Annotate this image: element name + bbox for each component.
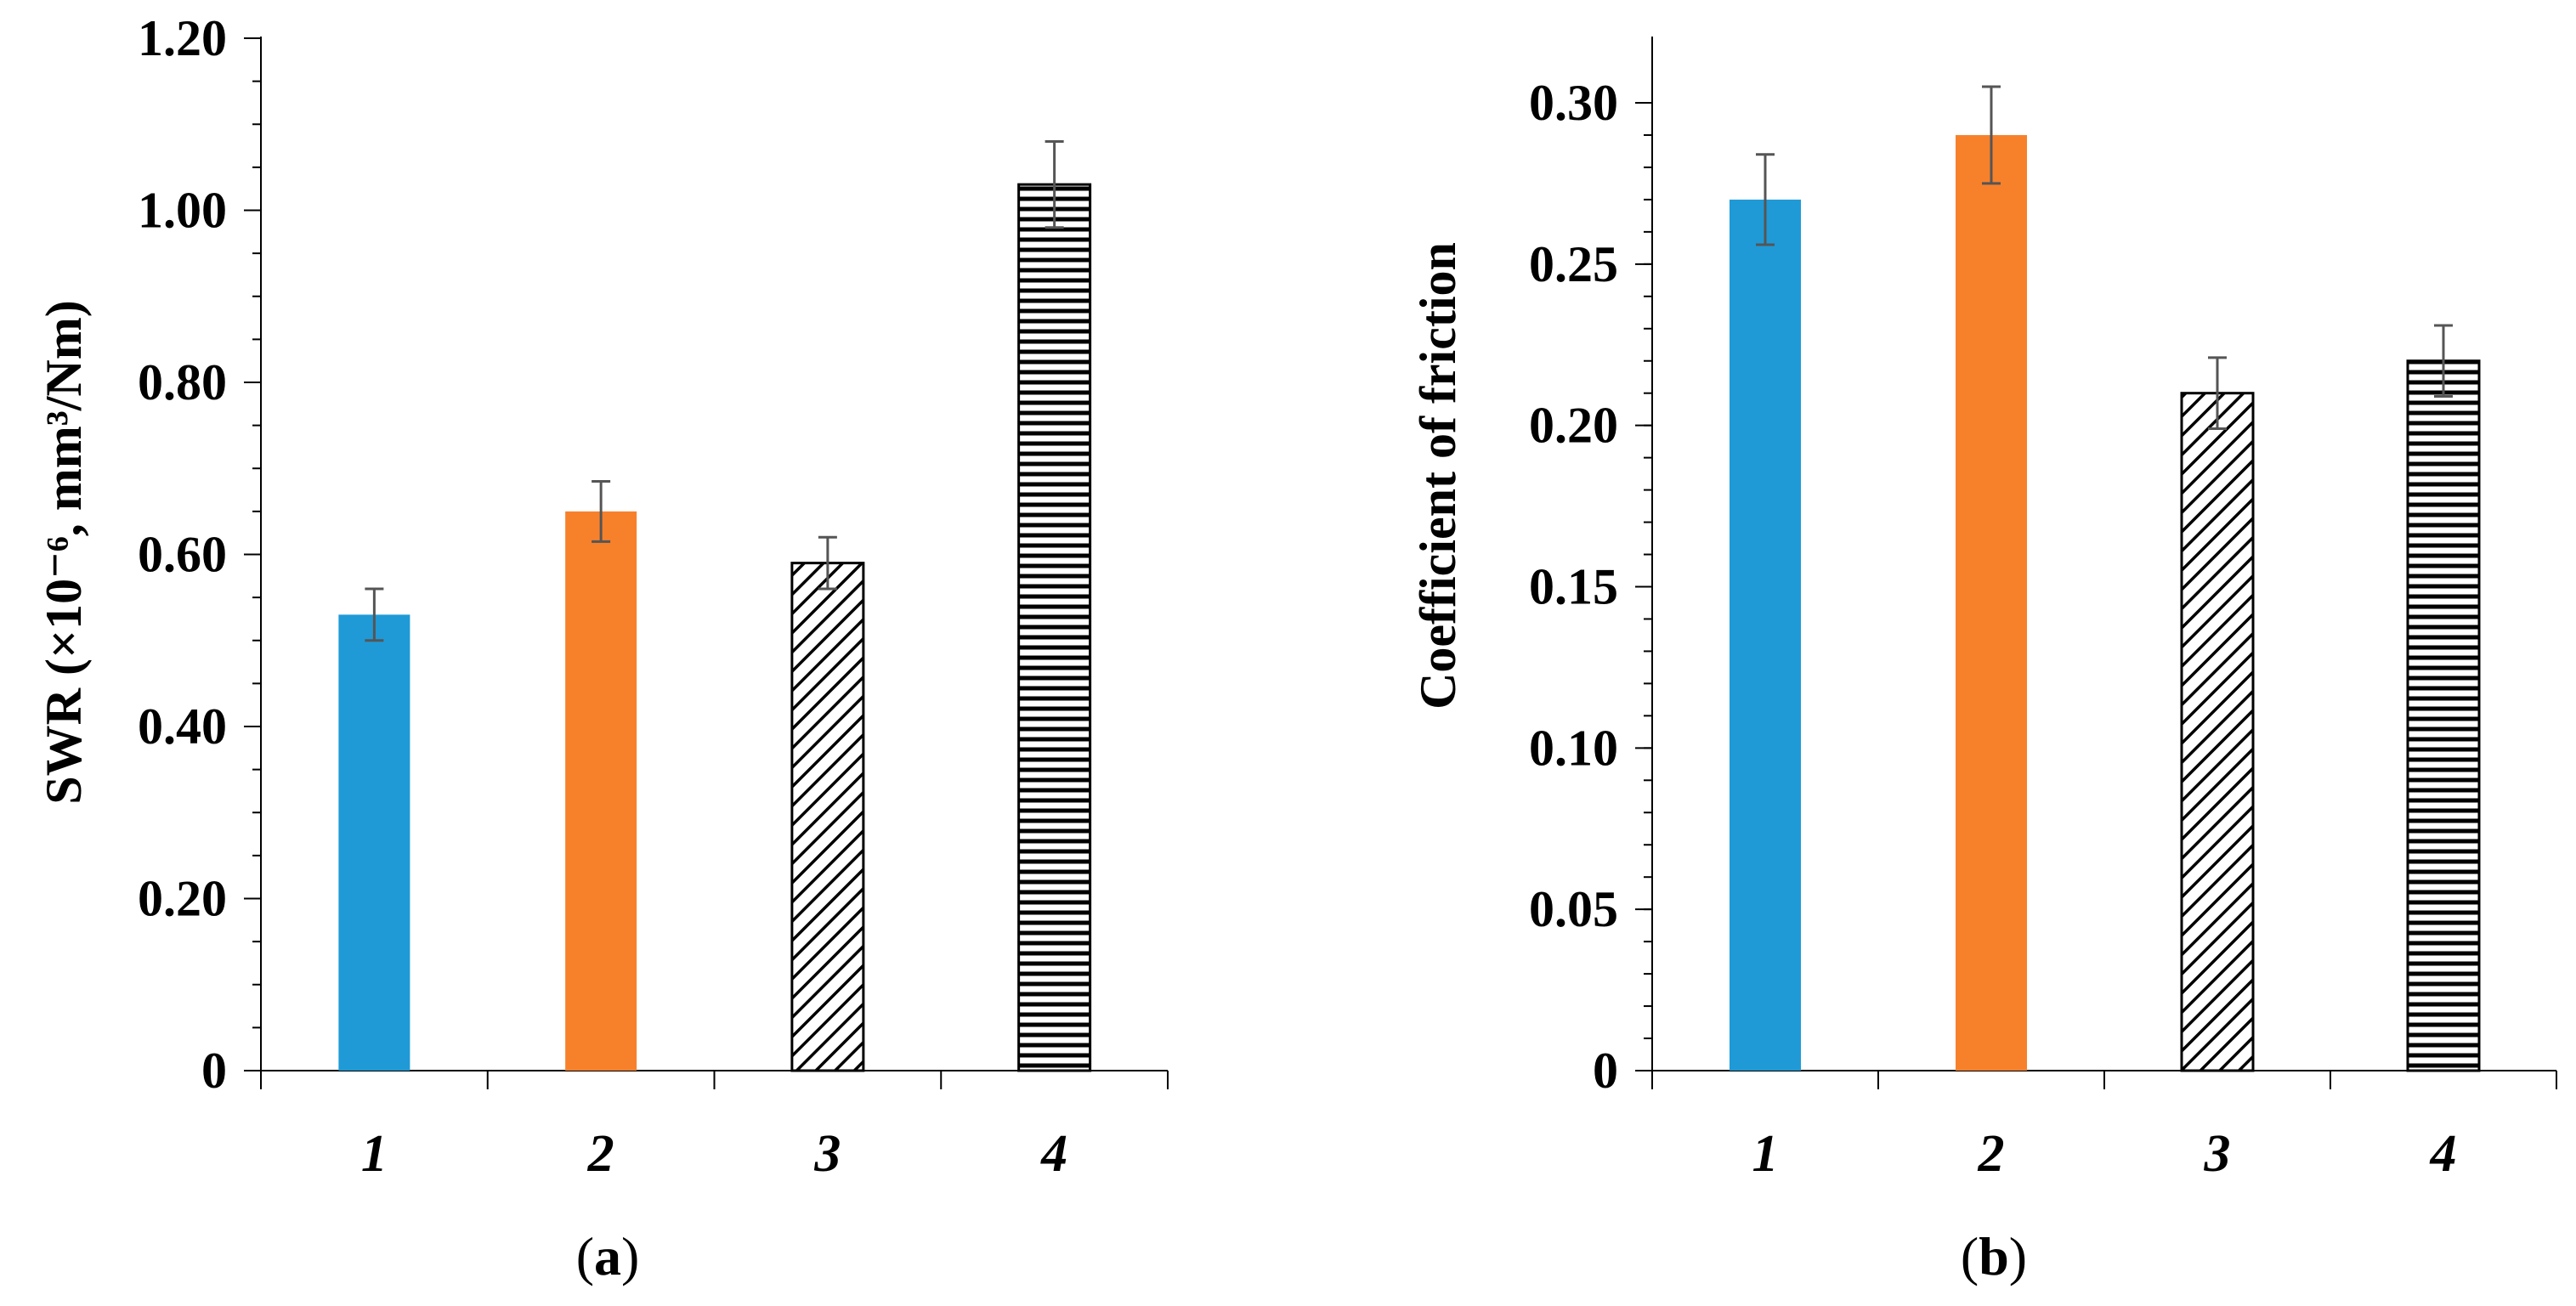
bar-3	[790, 562, 865, 1072]
panel-label-part: a	[594, 1226, 621, 1286]
y-tick-label: 0.10	[1529, 720, 1618, 776]
panel-label-part: (	[1961, 1226, 1979, 1286]
panel-b: 0 0.05 0.10 0.15 0.20 0.25 0.30 1 2 3 4 Coefficient…	[1410, 37, 2557, 1286]
x-tick-label: 4	[1040, 1125, 1067, 1183]
panel-label: (a)	[576, 1226, 640, 1286]
bar-1	[1730, 199, 1801, 1071]
panel-label-part: )	[621, 1226, 639, 1286]
y-tick-label: 0.40	[138, 698, 227, 755]
x-tick-label: 3	[813, 1125, 841, 1183]
y-tick-label: 0.25	[1529, 236, 1618, 292]
x-tick-label: 2	[587, 1125, 614, 1183]
panel-label-part: b	[1979, 1226, 2009, 1286]
y-tick-label: 0	[1593, 1043, 1618, 1099]
bar-4	[2406, 359, 2481, 1072]
y-tick-label: 0	[201, 1043, 227, 1099]
y-tick-label: 1.00	[138, 183, 227, 239]
y-tick-label: 0.60	[138, 527, 227, 583]
y-tick-label: 0.05	[1529, 881, 1618, 937]
x-tick-label: 1	[1752, 1125, 1779, 1183]
bar-3	[2180, 392, 2255, 1072]
x-tick-label: 2	[1978, 1125, 2005, 1183]
panel-label-part: )	[2009, 1226, 2027, 1286]
bar-2	[1956, 134, 2027, 1071]
panel-label-part: (	[576, 1226, 594, 1286]
y-tick-label: 0.20	[138, 871, 227, 927]
y-tick-label: 1.20	[138, 10, 227, 66]
panel-label: (b)	[1961, 1226, 2027, 1286]
y-tick-label: 0.20	[1529, 398, 1618, 454]
panel-a: 0 0.20 0.40 0.60 0.80 1.00 1.20 1 2 3 4 SWR (×10⁻⁶,…	[36, 10, 1169, 1286]
y-axis-title: Coefficient of friction	[1410, 242, 1466, 710]
x-tick-label: 1	[361, 1125, 388, 1183]
y-tick-label: 0.15	[1529, 559, 1618, 615]
y-tick-label: 0.80	[138, 354, 227, 410]
y-axis-title: SWR (×10⁻⁶, mm³/Nm)	[36, 300, 92, 804]
x-tick-label: 3	[2204, 1125, 2231, 1183]
y-tick-label: 0.30	[1529, 75, 1618, 131]
bar-2	[565, 511, 637, 1071]
bar-1	[338, 614, 410, 1071]
x-tick-label: 4	[2430, 1125, 2457, 1183]
bar-4	[1017, 183, 1092, 1072]
